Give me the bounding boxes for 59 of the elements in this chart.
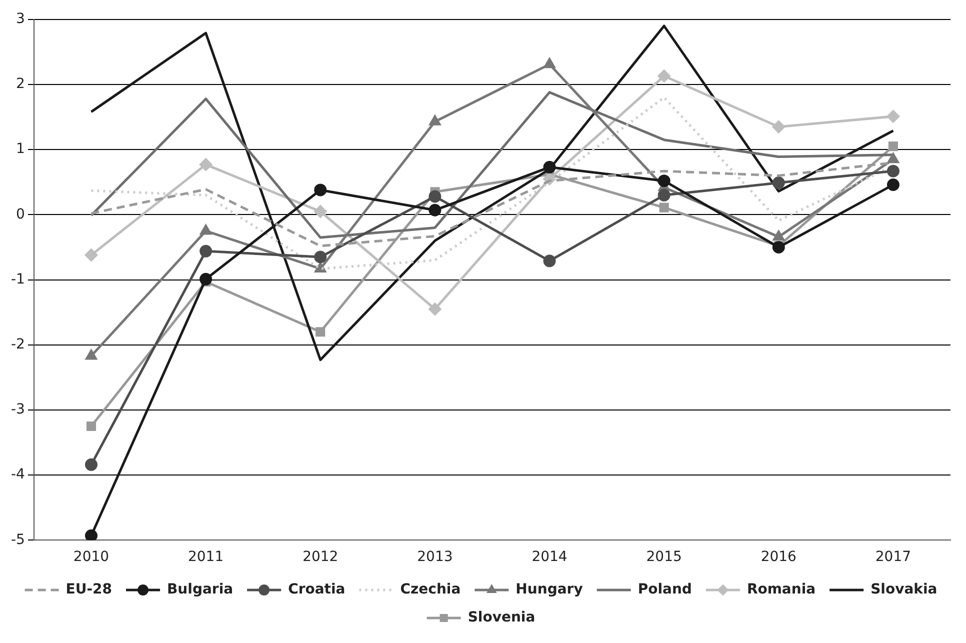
point <box>84 458 98 471</box>
point <box>200 244 212 258</box>
legend-label: Croatia <box>288 582 346 598</box>
y-tick-label: -3 <box>10 402 25 418</box>
x-tick-label: 2016 <box>760 549 797 566</box>
point <box>886 110 900 123</box>
y-tick-label: -1 <box>10 271 25 288</box>
legend-label: EU-28 <box>66 582 112 598</box>
point <box>86 421 96 432</box>
point <box>886 164 900 178</box>
point <box>428 302 442 316</box>
y-tick-label: 2 <box>16 76 25 92</box>
y-tick-label: -2 <box>10 336 25 353</box>
x-tick-label: 2012 <box>302 549 338 566</box>
x-tick-label: 2013 <box>417 549 453 566</box>
x-tick-label: 2010 <box>73 549 110 566</box>
x-tick-label: 2014 <box>532 549 568 566</box>
point <box>658 174 670 188</box>
legend-label: Hungary <box>516 582 583 598</box>
y-tick-label: 3 <box>16 11 25 28</box>
point <box>316 327 326 337</box>
legend-label: Czechia <box>400 582 461 598</box>
point <box>658 70 670 82</box>
point <box>314 250 327 264</box>
point <box>772 176 785 190</box>
y-tick-label: -4 <box>10 466 26 483</box>
legend-label: Poland <box>638 582 692 598</box>
point <box>886 178 900 192</box>
point <box>543 160 556 174</box>
point <box>888 142 898 152</box>
point <box>772 241 785 254</box>
legend-label: Slovenia <box>468 610 536 626</box>
point <box>200 272 212 286</box>
y-tick-label: 0 <box>16 206 25 222</box>
legend-label: Slovakia <box>870 582 938 598</box>
point <box>544 58 556 68</box>
point <box>543 254 556 268</box>
point <box>428 204 442 216</box>
point <box>659 202 669 212</box>
point <box>428 190 442 203</box>
point <box>772 120 785 134</box>
point <box>429 115 441 126</box>
y-tick-label: -5 <box>10 532 25 548</box>
point <box>658 188 670 202</box>
x-tick-label: 2011 <box>188 549 224 566</box>
x-tick-label: 2015 <box>646 549 682 566</box>
point <box>200 224 212 235</box>
point <box>314 205 327 218</box>
point <box>314 184 327 196</box>
point <box>86 350 97 360</box>
point <box>888 153 899 164</box>
point <box>84 529 98 540</box>
legend-label: Romania <box>746 582 816 598</box>
x-tick-label: 2017 <box>875 549 912 566</box>
point <box>84 248 98 262</box>
y-tick-label: 1 <box>16 141 25 158</box>
point <box>200 158 212 171</box>
legend-label: Bulgaria <box>167 582 234 598</box>
point <box>773 230 784 241</box>
